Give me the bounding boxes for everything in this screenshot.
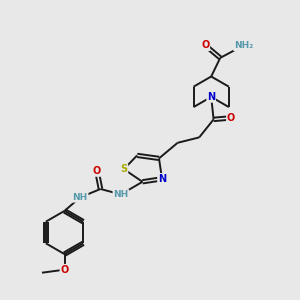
Text: S: S — [120, 164, 128, 174]
Text: N: N — [158, 174, 166, 184]
Text: N: N — [207, 92, 215, 102]
Text: O: O — [201, 40, 209, 50]
Text: O: O — [227, 113, 235, 123]
Text: NH₂: NH₂ — [234, 41, 253, 50]
Text: NH: NH — [73, 193, 88, 202]
Text: O: O — [60, 265, 69, 275]
Text: NH: NH — [113, 190, 128, 199]
Text: O: O — [93, 166, 101, 176]
